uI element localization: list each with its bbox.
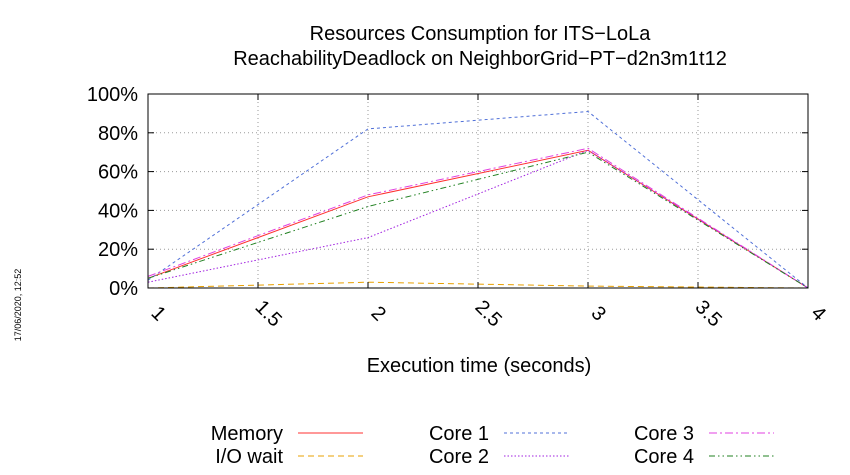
legend-label: Core 4 [634,446,694,468]
timestamp-label: 17/06/2020, 12:52 [13,269,23,342]
y-tick-label: 80% [98,123,138,145]
series-line-core-2 [147,149,809,289]
x-tick-label: 2 [367,302,390,325]
legend-label: I/O wait [215,446,283,468]
x-tick-label: 3 [587,302,610,325]
chart-subtitle: ReachabilityDeadlock on NeighborGrid−PT−… [233,48,727,70]
y-tick-label: 20% [98,239,138,261]
series-lines [147,110,809,289]
grid-lines [147,93,809,289]
x-tick-label: 1 [147,302,170,325]
x-tick-label: 4 [807,302,830,325]
y-tick-label: 0% [109,278,138,300]
x-axis-ticks: 1 1.5 2 2.5 3 3.5 4 [147,94,830,331]
series-line-core-3 [147,147,809,289]
y-axis-ticks: 0% 20% 40% 60% 80% 100% [87,84,808,300]
legend-label: Core 1 [429,423,489,445]
x-tick-label: 3.5 [691,296,726,331]
y-tick-label: 60% [98,162,138,184]
legend-label: Core 3 [634,423,694,445]
legend-label: Memory [211,423,283,445]
y-tick-label: 40% [98,200,138,222]
x-axis-label: Execution time (seconds) [367,355,592,377]
chart-title: Resources Consumption for ITS−LoLa [310,23,652,45]
x-tick-label: 2.5 [471,296,506,331]
series-line-memory [147,149,809,289]
x-tick-label: 1.5 [251,296,286,331]
y-tick-label: 100% [87,84,138,106]
series-line-core-4 [147,151,809,289]
legend-label: Core 2 [429,446,489,468]
series-line-core-1 [147,110,809,289]
